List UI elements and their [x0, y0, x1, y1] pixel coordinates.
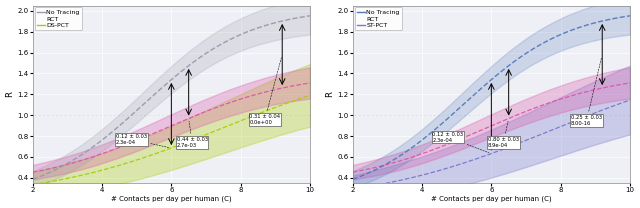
- X-axis label: # Contacts per day per human (C): # Contacts per day per human (C): [431, 196, 552, 202]
- Legend: No Tracing, RCT, DS-PCT: No Tracing, RCT, DS-PCT: [35, 7, 83, 30]
- Text: 0.12 ± 0.03
2.3e-04: 0.12 ± 0.03 2.3e-04: [116, 134, 168, 147]
- Y-axis label: R: R: [6, 91, 15, 97]
- Legend: No Tracing, RCT, ST-PCT: No Tracing, RCT, ST-PCT: [355, 7, 403, 30]
- X-axis label: # Contacts per day per human (C): # Contacts per day per human (C): [111, 196, 232, 202]
- Text: 0.12 ± 0.03
2.3e-04: 0.12 ± 0.03 2.3e-04: [433, 132, 489, 153]
- Y-axis label: R: R: [326, 91, 335, 97]
- Text: 0.31 ± 0.04
0.0e+00: 0.31 ± 0.04 0.0e+00: [250, 57, 282, 125]
- Text: 0.80 ± 0.03
8.9e-04: 0.80 ± 0.03 8.9e-04: [488, 121, 519, 148]
- Text: 0.25 ± 0.03
8.00-16: 0.25 ± 0.03 8.00-16: [571, 57, 602, 126]
- Text: 0.44 ± 0.03
2.7e-03: 0.44 ± 0.03 2.7e-03: [177, 121, 207, 148]
